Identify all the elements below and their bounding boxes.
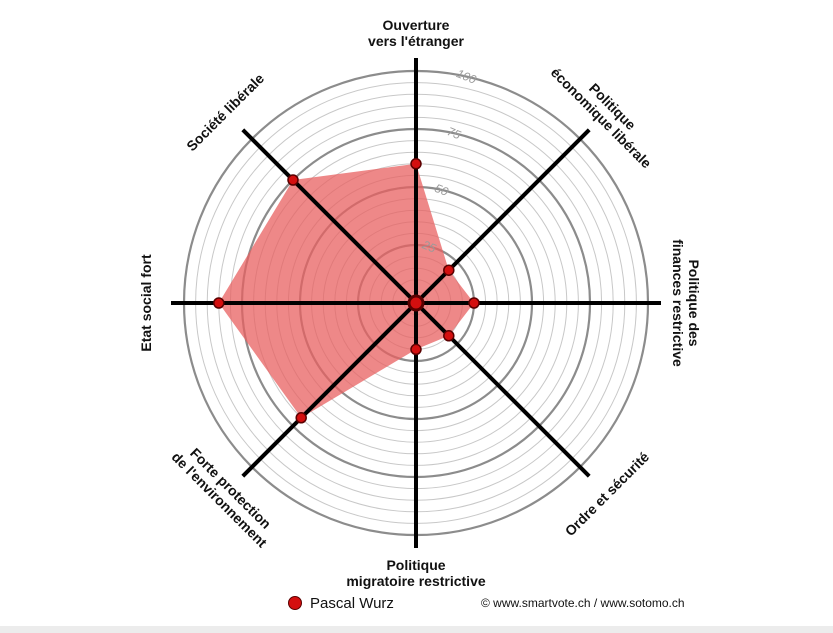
tick-label: 50 [433,181,451,199]
axis-label-line: Politique des [686,259,702,346]
axis-label-group: Ouverture vers l'étranger [368,17,464,49]
axis-label-line: finances restrictive [670,239,686,367]
axis-label-group: Etat social fort [138,254,154,352]
tick-label: 100 [454,66,478,87]
data-point [410,158,422,170]
legend-label: Pascal Wurz [310,594,394,612]
series-area-pascal-wurz [218,163,474,418]
legend-marker-icon [288,596,302,610]
footer-band [0,626,833,633]
axis-label-group: Politique desfinances restrictive [670,239,702,367]
axis-spoke [241,128,418,305]
axis-spoke [414,128,591,305]
axis-label: Etat social fort [138,254,154,352]
legend[interactable]: Pascal Wurz [288,592,394,614]
axis-label: Politique migratoire restrictive [346,557,485,589]
axis-label-group: Politique migratoire restrictive [346,557,485,589]
copyright-text: © www.smartvote.ch / www.sotomo.ch [481,596,685,610]
data-point [295,412,307,424]
data-point [287,174,299,186]
data-point [443,330,455,342]
series-points [213,158,480,424]
axis-label-line: Politique [386,557,445,573]
tick-label: 75 [445,124,463,142]
axis-label-line: migratoire restrictive [346,573,485,589]
data-point [213,297,225,309]
data-point [468,297,480,309]
data-point [410,343,422,356]
axis-spoke [414,301,591,478]
center-marker [407,294,425,312]
axis-spokes [171,58,661,548]
axis-label-line: Ouverture [383,17,450,33]
data-point [443,264,455,276]
tick-label: 25 [419,237,438,255]
axis-label-line: Etat social fort [138,254,154,352]
axis-label-line: vers l'étranger [368,33,464,49]
axis-spoke [241,301,418,478]
axis-label: Politique desfinances restrictive [670,239,702,367]
axis-label: Ouverture vers l'étranger [368,17,464,49]
